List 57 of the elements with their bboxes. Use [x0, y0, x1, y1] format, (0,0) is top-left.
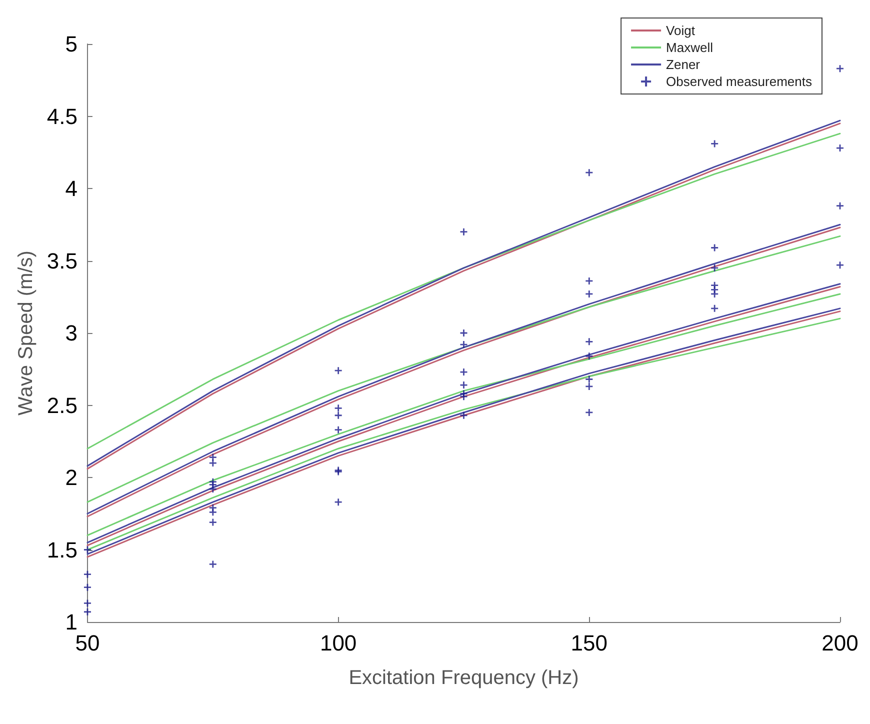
- legend-label: Voigt: [666, 23, 696, 38]
- x-tick-label: 200: [822, 630, 858, 656]
- point: [836, 262, 844, 269]
- point: [586, 382, 593, 390]
- point: [586, 376, 593, 383]
- y-tick-label: 3: [65, 320, 78, 346]
- y-tick-label: 2: [65, 465, 78, 490]
- point: [334, 426, 342, 434]
- x-axis-title: Excitation Frequency (Hz): [348, 667, 579, 689]
- y-tick-label: 2.5: [46, 392, 78, 418]
- x-tick-label: 100: [320, 630, 357, 656]
- x-tick-label: 150: [570, 630, 608, 656]
- point: [334, 498, 342, 506]
- point: [84, 546, 91, 554]
- y-tick-label: 1: [65, 610, 78, 634]
- point: [84, 600, 91, 607]
- legend-label: Observed measurements: [666, 74, 812, 89]
- point: [711, 140, 718, 148]
- y-tick-label: 4: [65, 176, 78, 201]
- point: [460, 393, 468, 400]
- y-axis-title: Wave Speed (m/s): [15, 250, 37, 416]
- point: [460, 412, 468, 419]
- point: [586, 352, 593, 360]
- point: [84, 608, 91, 616]
- point: [460, 368, 468, 376]
- legend-label: Zener: [666, 57, 701, 72]
- point: [209, 518, 216, 526]
- legend-label: Maxwell: [666, 40, 714, 55]
- point: [836, 202, 844, 210]
- point: [334, 404, 342, 412]
- point: [711, 304, 718, 312]
- point: [334, 412, 342, 419]
- y-tick-label: 5: [65, 32, 78, 56]
- point: [586, 338, 593, 346]
- point: [586, 169, 593, 176]
- point: [586, 290, 593, 298]
- point: [711, 264, 718, 272]
- x-tick-label: 50: [75, 630, 100, 656]
- point: [460, 382, 468, 389]
- point: [586, 408, 593, 416]
- point: [209, 460, 216, 467]
- point: [84, 584, 91, 591]
- point: [334, 367, 342, 374]
- point: [460, 341, 468, 348]
- y-tick-label: 3.5: [46, 248, 78, 274]
- point: [711, 244, 718, 252]
- point: [209, 560, 216, 568]
- point: [209, 508, 216, 516]
- point: [460, 228, 468, 236]
- point: [836, 65, 844, 72]
- point: [84, 570, 91, 578]
- point: [711, 290, 718, 298]
- point: [586, 277, 593, 284]
- y-tick-label: 1.5: [46, 537, 78, 562]
- point: [460, 330, 468, 336]
- point: [209, 486, 216, 493]
- y-tick-label: 4.5: [46, 104, 78, 129]
